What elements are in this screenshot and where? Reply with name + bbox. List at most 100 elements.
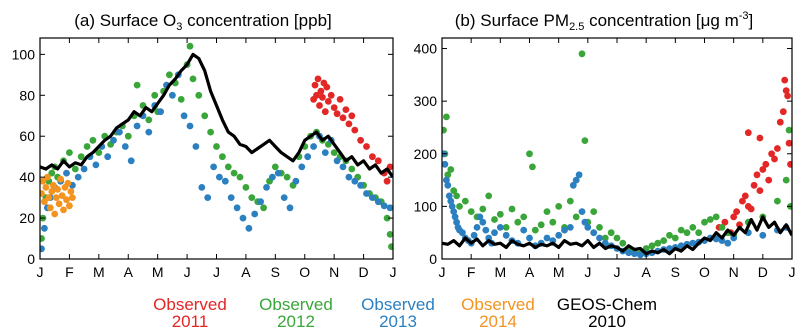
o3-point-observed_2014 [40, 177, 47, 185]
o3-point-observed_2014 [44, 173, 51, 181]
pm25-point-observed_2012 [529, 163, 536, 171]
legend-label: Observed [461, 295, 535, 314]
pm25-xtick-label: J [789, 264, 795, 280]
o3-point-observed_2014 [55, 200, 63, 208]
o3-point-observed_2012 [166, 71, 173, 79]
pm25-point-observed_2012 [660, 237, 668, 245]
o3-point-observed_2011 [311, 81, 319, 89]
pm25-point-observed_2013 [445, 192, 453, 200]
pm25-point-observed_2013 [572, 176, 580, 184]
legend-year: 2012 [277, 312, 315, 329]
pm25-point-observed_2013 [496, 224, 504, 231]
o3-point-observed_2013 [145, 128, 153, 136]
o3-marks [40, 42, 393, 253]
o3-xtick-label: A [124, 264, 134, 280]
o3-point-observed_2014 [42, 184, 50, 191]
pm25-xtick-label: A [641, 264, 651, 280]
pm25-point-observed_2013 [485, 234, 493, 242]
o3-point-observed_2014 [64, 179, 72, 187]
o3-xtick-label: J [184, 264, 191, 280]
pm25-series-observed_2011 [715, 76, 792, 237]
o3-point-observed_2011 [336, 96, 344, 103]
o3-point-observed_2013 [357, 181, 364, 189]
pm25-ytick-label: 300 [414, 93, 438, 109]
pm25-point-observed_2011 [721, 218, 729, 226]
pm25-point-observed_2012 [447, 166, 455, 173]
o3-point-observed_2012 [388, 243, 393, 251]
o3-point-observed_2014 [49, 181, 57, 189]
o3-point-observed_2012 [71, 165, 79, 173]
o3-ytick-label: 20 [19, 210, 35, 226]
o3-point-observed_2014 [51, 210, 59, 218]
legend-year: 2013 [379, 312, 417, 329]
pm25-point-observed_2013 [759, 231, 767, 239]
pm25-point-observed_2013 [473, 224, 481, 231]
o3-point-observed_2011 [383, 177, 391, 185]
o3-point-observed_2013 [204, 194, 212, 202]
o3-point-observed_2013 [304, 153, 312, 161]
pm25-point-observed_2011 [784, 92, 791, 100]
pm25-point-observed_2013 [451, 213, 459, 221]
legend-year: 2014 [479, 312, 517, 329]
o3-point-observed_2013 [157, 108, 165, 116]
pm25-point-observed_2011 [741, 192, 749, 200]
o3-point-observed_2011 [319, 93, 326, 101]
o3-point-observed_2011 [321, 108, 329, 116]
o3-point-observed_2014 [67, 188, 75, 195]
pm25-point-observed_2013 [479, 218, 487, 226]
pm25-point-observed_2012 [514, 218, 522, 226]
o3-point-observed_2012 [124, 132, 132, 140]
pm25-point-observed_2011 [730, 213, 738, 221]
o3-point-observed_2013 [133, 122, 141, 130]
o3-point-observed_2012 [189, 75, 197, 83]
o3-point-observed_2011 [330, 104, 338, 111]
o3-point-observed_2013 [263, 184, 270, 191]
o3-xtick-label: M [93, 264, 105, 280]
o3-xtick-label: S [271, 264, 280, 280]
pm25-point-observed_2013 [575, 171, 583, 179]
o3-xtick-label: A [241, 264, 251, 280]
pm25-point-observed_2012 [508, 205, 516, 213]
o3-point-observed_2012 [186, 42, 194, 50]
o3-point-observed_2012 [48, 169, 56, 177]
pm25-point-observed_2011 [733, 208, 740, 216]
pm25-point-observed_2011 [779, 108, 787, 116]
pm25-point-observed_2012 [450, 187, 458, 195]
o3-point-observed_2013 [351, 177, 359, 185]
pm25-point-observed_2013 [689, 239, 697, 247]
o3-point-observed_2013 [280, 194, 288, 202]
pm25-point-observed_2011 [762, 160, 770, 168]
o3-point-observed_2014 [54, 186, 61, 193]
legend-label: GEOS-Chem [557, 295, 657, 314]
pm25-point-observed_2013 [520, 226, 528, 234]
o3-point-observed_2011 [342, 106, 350, 113]
pm25-point-observed_2013 [596, 234, 603, 242]
pm25-point-observed_2012 [566, 197, 574, 205]
o3-point-observed_2011 [345, 120, 353, 128]
o3-point-observed_2013 [192, 143, 200, 150]
o3-point-observed_2014 [46, 204, 54, 212]
pm25-point-observed_2013 [447, 197, 455, 205]
pm25-point-observed_2012 [578, 50, 586, 58]
o3-point-observed_2012 [201, 112, 209, 120]
o3-ytick-label: 0 [27, 251, 35, 267]
pm25-point-observed_2011 [747, 205, 755, 213]
o3-point-observed_2013 [374, 198, 382, 206]
o3-point-observed_2013 [41, 224, 48, 232]
o3-point-observed_2012 [224, 163, 232, 171]
pm25-point-observed_2011 [753, 171, 761, 179]
pm25-point-observed_2011 [739, 197, 746, 205]
pm25-ytick-label: 200 [414, 146, 438, 162]
o3-point-observed_2014 [58, 192, 66, 200]
legend: Observed2011Observed2012Observed2013Obse… [153, 295, 657, 329]
pm25-point-observed_2012 [654, 239, 662, 247]
pm25-point-observed_2013 [526, 234, 533, 242]
pm25-point-observed_2011 [782, 87, 790, 94]
pm25-point-observed_2011 [768, 150, 775, 158]
o3-point-observed_2013 [92, 161, 100, 169]
o3-point-observed_2011 [324, 98, 332, 105]
